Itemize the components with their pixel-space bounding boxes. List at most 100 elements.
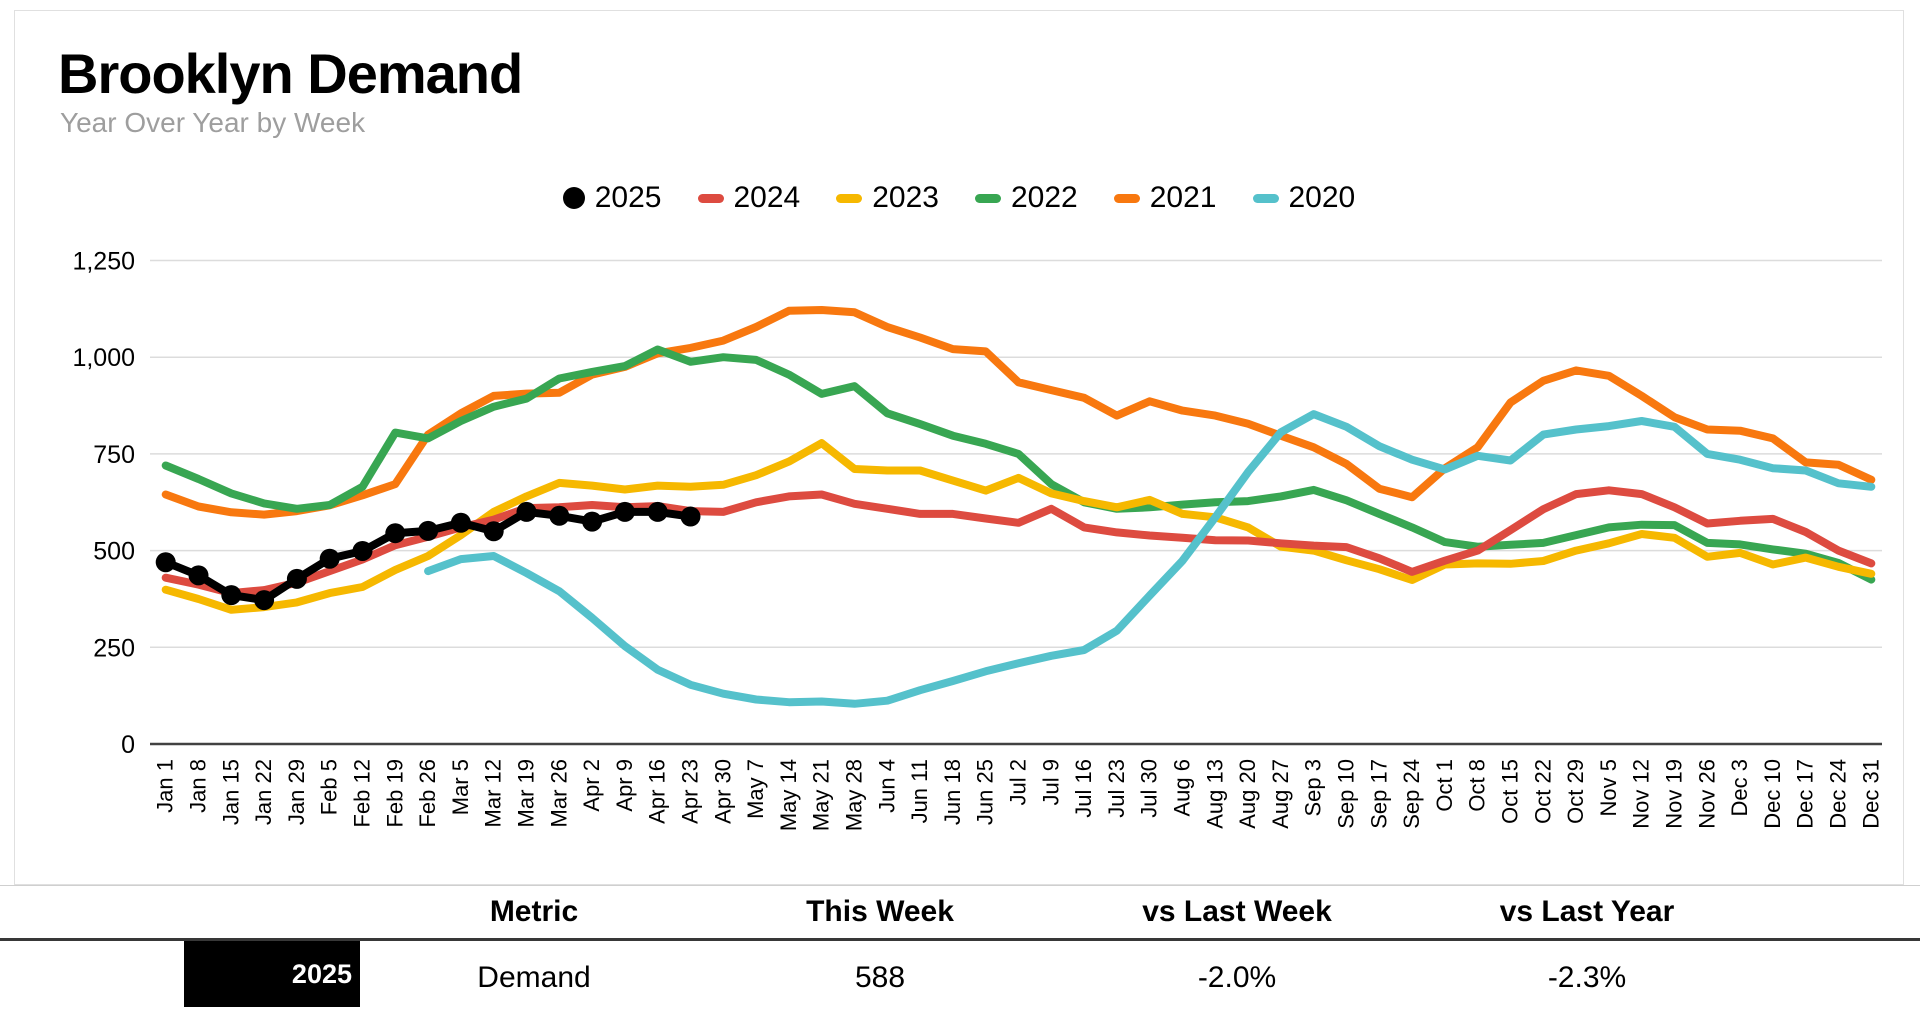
legend-marker-2020 [1252,193,1279,203]
legend-marker-2022 [975,193,1001,203]
x-axis-tick: Jul 9 [1038,759,1063,805]
table-header-rule [0,938,1920,941]
chart-legend: 2025 2024 2023 2022 2021 2020 [15,181,1903,215]
series-line-2022 [161,345,1876,584]
series-line-2021 [161,306,1876,519]
legend-marker-2025 [562,187,585,209]
series-point-2025 [582,511,603,532]
legend-label-2024: 2024 [733,181,801,214]
x-axis-tick: Dec 31 [1858,759,1883,829]
series-point-2025 [319,548,340,569]
x-axis-tick: Nov 5 [1596,759,1621,816]
x-axis-tick: Feb 26 [415,759,440,828]
x-axis-tick: Nov 12 [1629,759,1654,829]
x-axis-tick: Dec 10 [1760,759,1785,829]
col-vs-last-year: vs Last Year [1499,895,1675,928]
x-axis-tick: Jan 15 [218,759,243,825]
page-title: Brooklyn Demand [58,42,523,105]
summary-table: Metric This Week vs Last Week vs Last Ye… [0,885,1920,1021]
x-axis-tick: Jan 1 [153,759,178,813]
x-axis-tick: Jun 18 [940,759,965,825]
legend-marker-2021 [1113,193,1140,203]
x-axis-tick: Sep 3 [1301,759,1326,817]
legend-marker-2024 [697,193,724,203]
year-badge: 2025 [184,941,360,1007]
x-axis-tick: Jul 2 [1006,759,1031,805]
x-axis-tick: Apr 9 [612,759,637,812]
table-row: 2025 Demand 588 -2.0% -2.3% [0,941,1920,1021]
series-point-2025 [549,505,570,526]
y-axis-tick: 250 [93,634,135,662]
x-axis-tick: Aug 6 [1170,759,1195,817]
legend-item-2023: 2023 [836,181,939,215]
x-axis-tick: Jan 29 [284,759,309,825]
x-axis-tick: Apr 23 [678,759,703,824]
legend-label-2022: 2022 [1011,181,1078,214]
x-axis-tick: Nov 26 [1694,759,1719,829]
col-vs-last-week: vs Last Week [1142,895,1332,928]
x-axis-tick: Jul 23 [1104,759,1129,818]
x-axis-tick: Aug 13 [1202,759,1227,829]
x-axis-tick: Sep 17 [1366,759,1391,829]
x-axis-tick: Jun 25 [973,759,998,825]
series-point-2025 [352,540,373,561]
series-point-2025 [647,501,668,522]
x-axis-tick: Feb 5 [317,759,342,815]
x-axis-tick: Feb 19 [382,759,407,828]
x-axis-tick: May 7 [743,759,768,819]
page-subtitle: Year Over Year by Week [60,107,366,138]
series-point-2025 [680,506,701,527]
x-axis-tick: Nov 19 [1662,759,1687,829]
line-chart: 0 250 500 750 1,000 1,250 Jan 1 Jan 8 Jan 15 Jan … [72,248,1883,832]
series-point-2025 [418,520,439,541]
legend-label-2020: 2020 [1288,181,1356,214]
x-axis-tick: Jul 30 [1137,759,1162,818]
cell-this-week: 588 [854,961,906,994]
y-axis-tick: 1,250 [72,248,135,276]
x-axis-tick: Aug 20 [1235,759,1260,829]
x-axis-tick: Aug 27 [1268,759,1293,829]
x-axis-tick: Mar 26 [546,759,571,827]
x-axis-tick: Dec 3 [1727,759,1752,816]
legend-item-2021: 2021 [1113,181,1217,215]
x-axis-tick: Jul 16 [1071,759,1096,818]
y-axis-tick: 500 [93,538,135,566]
x-axis-tick: May 28 [842,759,867,831]
legend-label-2023: 2023 [872,181,939,214]
legend-item-2020: 2020 [1252,181,1356,215]
series-line-2024 [161,486,1876,598]
x-axis-tick: Sep 10 [1334,759,1359,829]
legend-item-2024: 2024 [697,181,801,215]
x-axis-tick: Mar 19 [514,759,539,827]
x-axis-tick: May 21 [809,759,834,831]
x-axis-tick: Jun 11 [907,759,932,823]
series-point-2025 [614,501,635,522]
col-this-week: This Week [806,895,954,928]
series-point-2025 [188,565,209,586]
x-axis-tick: Apr 2 [579,759,604,812]
chart-card: Brooklyn Demand Year Over Year by Week 2… [14,10,1904,885]
cell-metric: Demand [477,961,591,994]
x-axis-tick: Jan 8 [186,759,211,813]
series-point-2025 [286,568,307,589]
x-axis-tick: Mar 5 [448,759,473,815]
summary-table-header: Metric This Week vs Last Week vs Last Ye… [0,886,1920,938]
cell-vs-last-week: -2.0% [1197,961,1277,994]
legend-item-2022: 2022 [975,181,1078,215]
series-point-2025 [254,590,275,611]
x-axis-tick: Dec 17 [1793,759,1818,829]
x-axis-tick: Sep 24 [1399,759,1424,829]
legend-label-2025: 2025 [594,181,662,214]
legend-label-2021: 2021 [1149,181,1217,214]
x-axis-tick: Oct 29 [1563,759,1588,824]
series-point-2025 [516,501,537,522]
y-axis-tick: 0 [121,731,135,759]
y-axis-tick: 750 [93,441,135,469]
x-axis-tick: Oct 8 [1465,759,1490,812]
series-point-2025 [450,512,471,533]
cell-spacer-right [1752,941,1920,961]
series-line-2020 [424,410,1876,708]
col-metric: Metric [489,895,579,928]
series-point-2025 [385,523,406,544]
x-axis-tick: Oct 1 [1432,759,1457,812]
